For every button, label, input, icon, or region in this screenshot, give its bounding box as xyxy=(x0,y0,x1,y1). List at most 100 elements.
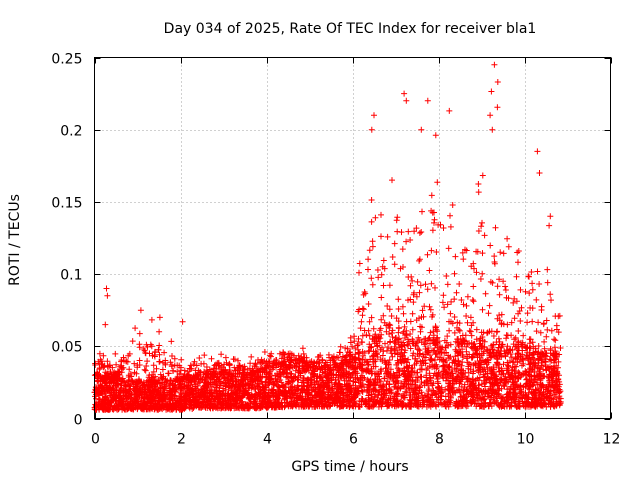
data-point xyxy=(478,223,485,230)
data-point xyxy=(365,397,372,404)
data-point xyxy=(174,368,181,375)
data-point xyxy=(368,218,375,225)
data-point xyxy=(468,354,475,361)
data-point xyxy=(409,310,416,317)
data-point xyxy=(195,390,202,397)
data-point xyxy=(446,355,452,362)
data-point xyxy=(280,383,287,390)
data-point xyxy=(507,372,514,379)
data-point xyxy=(456,281,463,287)
data-point xyxy=(162,393,169,400)
data-point xyxy=(504,343,511,350)
data-point xyxy=(415,346,422,353)
data-point xyxy=(522,345,529,351)
data-point xyxy=(246,365,253,372)
data-point xyxy=(417,373,424,380)
data-point xyxy=(150,368,157,375)
data-point xyxy=(487,242,494,249)
data-point xyxy=(239,392,246,399)
data-point xyxy=(407,345,414,352)
data-point xyxy=(203,364,210,370)
data-point xyxy=(470,341,477,348)
data-point xyxy=(186,365,193,372)
data-point xyxy=(180,373,187,380)
data-point xyxy=(499,341,506,348)
data-point xyxy=(410,299,417,306)
data-point xyxy=(236,362,243,369)
data-point xyxy=(429,313,435,320)
data-point xyxy=(273,364,279,371)
data-point xyxy=(544,326,551,333)
data-point xyxy=(496,361,503,368)
data-point xyxy=(529,318,536,325)
data-point xyxy=(346,403,353,410)
data-point xyxy=(136,341,143,348)
data-point xyxy=(136,362,143,368)
data-point xyxy=(537,329,544,336)
data-point xyxy=(357,325,364,332)
data-point xyxy=(504,359,511,366)
data-point xyxy=(553,362,560,369)
data-point xyxy=(178,356,185,363)
data-point xyxy=(548,297,554,304)
data-point xyxy=(495,335,502,342)
data-point xyxy=(385,359,392,366)
data-point xyxy=(263,358,270,365)
data-point xyxy=(513,273,520,280)
data-point xyxy=(308,376,315,383)
data-point xyxy=(352,393,359,400)
data-point xyxy=(387,366,394,373)
data-point xyxy=(467,382,474,389)
data-point xyxy=(430,387,437,394)
data-point xyxy=(332,379,339,386)
data-point xyxy=(474,248,481,255)
data-point xyxy=(263,403,270,410)
data-point xyxy=(95,378,102,385)
data-point xyxy=(133,370,140,377)
data-point xyxy=(430,380,437,387)
data-point xyxy=(401,323,408,330)
data-point xyxy=(365,301,372,307)
data-point xyxy=(431,209,437,216)
data-point xyxy=(395,318,402,325)
data-point xyxy=(434,344,441,351)
data-point xyxy=(325,351,332,358)
data-point xyxy=(423,372,430,379)
data-point xyxy=(323,374,330,380)
data-point xyxy=(278,379,285,386)
data-point xyxy=(358,318,365,325)
data-point xyxy=(421,303,428,310)
data-point xyxy=(352,359,358,366)
data-point xyxy=(324,403,331,410)
data-point xyxy=(357,376,364,383)
data-point xyxy=(416,315,422,322)
data-point xyxy=(234,404,240,411)
data-point xyxy=(204,380,210,387)
data-point xyxy=(389,327,396,334)
data-point xyxy=(287,350,293,357)
data-point xyxy=(409,326,416,333)
data-point xyxy=(468,332,475,339)
data-point xyxy=(369,238,376,245)
data-point xyxy=(196,355,203,361)
data-point xyxy=(119,366,126,373)
data-point xyxy=(126,350,133,357)
data-point xyxy=(210,365,217,372)
data-point xyxy=(261,398,268,405)
data-point xyxy=(508,403,515,410)
data-point xyxy=(402,388,409,395)
data-point xyxy=(365,381,372,388)
data-point xyxy=(406,387,413,393)
data-point xyxy=(464,353,471,360)
data-point xyxy=(487,278,494,285)
data-point xyxy=(374,351,380,358)
data-point xyxy=(347,339,354,346)
data-point xyxy=(336,403,343,410)
data-point xyxy=(543,333,550,340)
data-point xyxy=(322,370,328,377)
data-point xyxy=(412,379,419,385)
data-point xyxy=(380,348,387,355)
data-point xyxy=(297,369,304,376)
data-point xyxy=(400,264,406,270)
data-point xyxy=(431,370,438,377)
